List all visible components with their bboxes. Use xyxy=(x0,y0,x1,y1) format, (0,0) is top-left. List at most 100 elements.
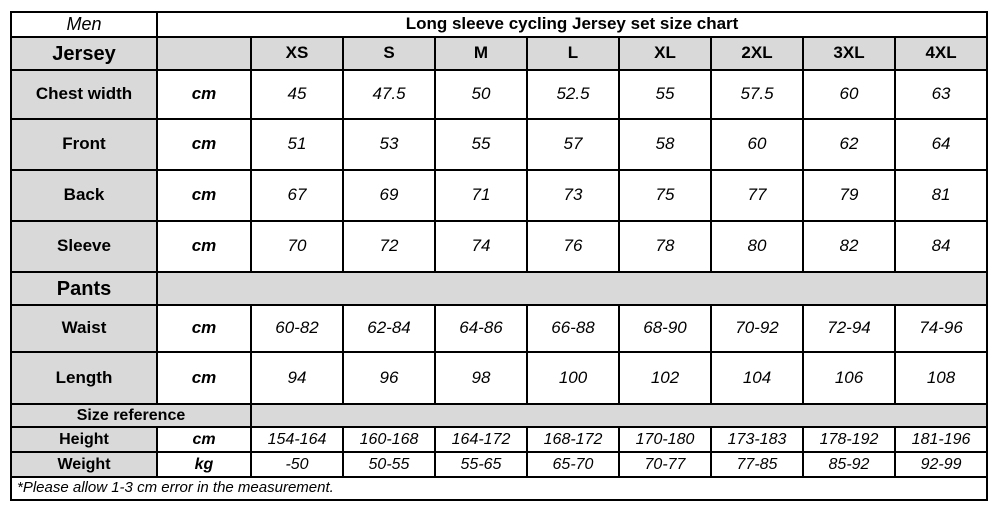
value-cell: 68-90 xyxy=(618,304,712,353)
footnote-text: *Please allow 1-3 cm error in the measur… xyxy=(9,476,989,501)
weight-row: Weight kg -50 50-55 55-65 65-70 70-77 77… xyxy=(10,451,989,478)
value-cell: 102 xyxy=(618,351,712,405)
row-label-length: Length xyxy=(10,351,158,405)
unit-cell: kg xyxy=(156,451,252,478)
unit-cell: cm xyxy=(156,351,252,405)
pants-section-filler xyxy=(155,271,989,306)
section-pants-label: Pants xyxy=(10,271,158,306)
value-cell: 98 xyxy=(434,351,528,405)
value-cell: 73 xyxy=(526,169,620,222)
header-row: Men Long sleeve cycling Jersey set size … xyxy=(10,11,989,38)
pants-section-row: Pants xyxy=(10,271,989,306)
value-cell: 55-65 xyxy=(434,451,528,478)
value-cell: 80 xyxy=(710,220,804,273)
size-chart-table: Men Long sleeve cycling Jersey set size … xyxy=(9,11,989,501)
row-label-chest-width: Chest width xyxy=(10,69,158,120)
value-cell: 70-77 xyxy=(618,451,712,478)
size-header-s: S xyxy=(342,36,436,71)
value-cell: 66-88 xyxy=(526,304,620,353)
value-cell: 62-84 xyxy=(342,304,436,353)
value-cell: 173-183 xyxy=(710,426,804,453)
size-header-3xl: 3XL xyxy=(802,36,896,71)
value-cell: 65-70 xyxy=(526,451,620,478)
value-cell: 76 xyxy=(526,220,620,273)
value-cell: 70 xyxy=(250,220,344,273)
value-cell: 178-192 xyxy=(802,426,896,453)
value-cell: 50-55 xyxy=(342,451,436,478)
value-cell: 164-172 xyxy=(434,426,528,453)
size-header-m: M xyxy=(434,36,528,71)
value-cell: 64 xyxy=(893,118,989,171)
value-cell: 154-164 xyxy=(250,426,344,453)
gender-label: Men xyxy=(10,11,158,38)
value-cell: 100 xyxy=(526,351,620,405)
value-cell: 55 xyxy=(618,69,712,120)
jersey-size-header-row: Jersey XS S M L XL 2XL 3XL 4XL xyxy=(10,36,989,71)
value-cell: 75 xyxy=(618,169,712,222)
value-cell: 96 xyxy=(342,351,436,405)
value-cell: 53 xyxy=(342,118,436,171)
length-row: Length cm 94 96 98 100 102 104 106 108 xyxy=(10,351,989,405)
size-header-2xl: 2XL xyxy=(710,36,804,71)
size-header-4xl: 4XL xyxy=(893,36,989,71)
value-cell: 77-85 xyxy=(710,451,804,478)
front-row: Front cm 51 53 55 57 58 60 62 64 xyxy=(10,118,989,171)
chart-title: Long sleeve cycling Jersey set size char… xyxy=(155,11,989,38)
value-cell: 57 xyxy=(526,118,620,171)
value-cell: 69 xyxy=(342,169,436,222)
value-cell: 60 xyxy=(710,118,804,171)
value-cell: 160-168 xyxy=(342,426,436,453)
value-cell: 51 xyxy=(250,118,344,171)
value-cell: 78 xyxy=(618,220,712,273)
value-cell: 84 xyxy=(893,220,989,273)
value-cell: 74-96 xyxy=(893,304,989,353)
empty-header-cell xyxy=(156,36,252,71)
waist-row: Waist cm 60-82 62-84 64-86 66-88 68-90 7… xyxy=(10,304,989,353)
row-label-sleeve: Sleeve xyxy=(10,220,158,273)
value-cell: 67 xyxy=(250,169,344,222)
row-label-back: Back xyxy=(10,169,158,222)
size-reference-filler xyxy=(249,403,989,428)
row-label-front: Front xyxy=(10,118,158,171)
value-cell: 170-180 xyxy=(618,426,712,453)
height-row: Height cm 154-164 160-168 164-172 168-17… xyxy=(10,426,989,453)
value-cell: 50 xyxy=(434,69,528,120)
value-cell: -50 xyxy=(250,451,344,478)
value-cell: 55 xyxy=(434,118,528,171)
value-cell: 79 xyxy=(802,169,896,222)
value-cell: 168-172 xyxy=(526,426,620,453)
value-cell: 108 xyxy=(893,351,989,405)
value-cell: 74 xyxy=(434,220,528,273)
footnote-row: *Please allow 1-3 cm error in the measur… xyxy=(9,476,989,501)
value-cell: 70-92 xyxy=(710,304,804,353)
value-cell: 72 xyxy=(342,220,436,273)
value-cell: 62 xyxy=(802,118,896,171)
value-cell: 82 xyxy=(802,220,896,273)
value-cell: 181-196 xyxy=(893,426,989,453)
section-jersey-label: Jersey xyxy=(10,36,158,71)
size-header-xl: XL xyxy=(618,36,712,71)
value-cell: 47.5 xyxy=(342,69,436,120)
unit-cell: cm xyxy=(156,220,252,273)
value-cell: 57.5 xyxy=(710,69,804,120)
unit-cell: cm xyxy=(156,69,252,120)
value-cell: 72-94 xyxy=(802,304,896,353)
value-cell: 104 xyxy=(710,351,804,405)
value-cell: 81 xyxy=(893,169,989,222)
section-size-reference-label: Size reference xyxy=(10,403,252,428)
value-cell: 60-82 xyxy=(250,304,344,353)
unit-cell: cm xyxy=(156,169,252,222)
unit-cell: cm xyxy=(156,304,252,353)
unit-cell: cm xyxy=(156,426,252,453)
value-cell: 60 xyxy=(802,69,896,120)
value-cell: 58 xyxy=(618,118,712,171)
chest-width-row: Chest width cm 45 47.5 50 52.5 55 57.5 6… xyxy=(10,69,989,120)
value-cell: 77 xyxy=(710,169,804,222)
value-cell: 64-86 xyxy=(434,304,528,353)
unit-cell: cm xyxy=(156,118,252,171)
row-label-height: Height xyxy=(10,426,158,453)
value-cell: 71 xyxy=(434,169,528,222)
back-row: Back cm 67 69 71 73 75 77 79 81 xyxy=(10,169,989,222)
value-cell: 92-99 xyxy=(893,451,989,478)
value-cell: 45 xyxy=(250,69,344,120)
